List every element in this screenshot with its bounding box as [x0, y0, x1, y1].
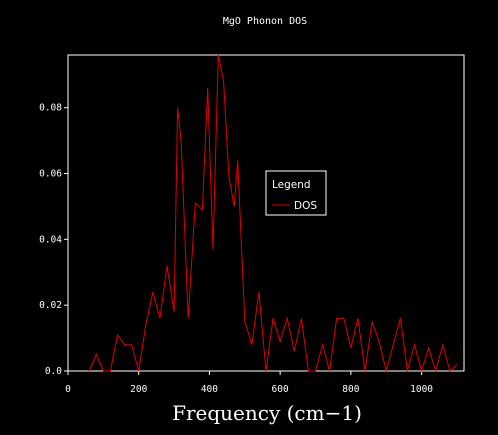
x-axis-label: Frequency (cm−1) [172, 401, 362, 425]
legend-title: Legend [272, 179, 311, 191]
legend-box [265, 170, 327, 216]
x-tick-label: 1000 [410, 384, 433, 395]
legend: Legend DOS [265, 170, 327, 216]
x-tick-label: 800 [342, 384, 359, 395]
y-axis: 0.0 0.02 0.04 0.06 0.08 [39, 103, 68, 377]
series-layer [88, 54, 458, 373]
series-line-dos [88, 54, 458, 373]
x-tick-label: 200 [130, 384, 147, 395]
y-tick-label: 0.08 [39, 103, 62, 114]
x-tick-label: 600 [272, 384, 289, 395]
y-tick-label: 0.02 [39, 300, 62, 311]
x-axis: 0 200 400 600 800 1000 [65, 371, 433, 395]
x-tick-label: 400 [201, 384, 218, 395]
chart-title: MgO Phonon DOS [223, 16, 307, 27]
y-tick-label: 0.04 [39, 234, 62, 245]
y-tick-label: 0.0 [45, 366, 62, 377]
x-tick-label: 0 [65, 384, 71, 395]
y-tick-label: 0.06 [39, 169, 62, 180]
legend-item-dos: DOS [294, 200, 317, 212]
